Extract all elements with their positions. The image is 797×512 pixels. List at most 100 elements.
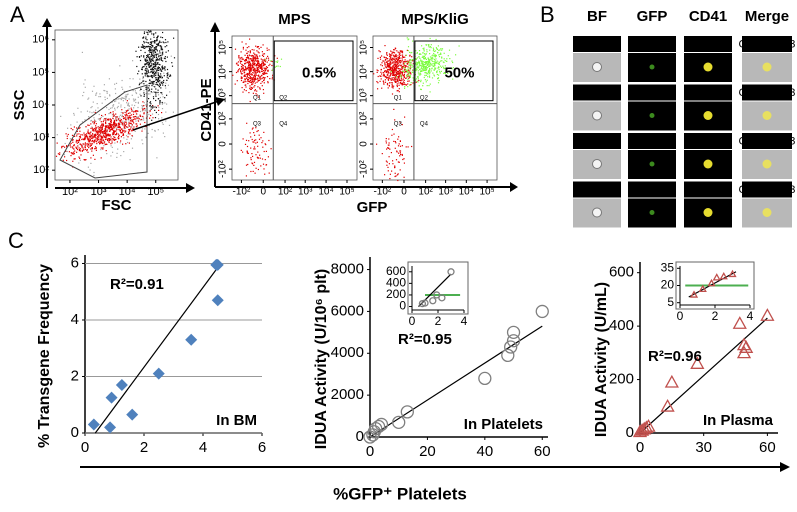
event-dot [92, 128, 93, 129]
event-dot [376, 144, 377, 145]
event-dot [145, 76, 146, 77]
event-dot [418, 78, 419, 79]
event-dot [133, 99, 134, 100]
event-dot [399, 54, 400, 55]
event-dot [102, 147, 103, 148]
event-dot [157, 92, 158, 93]
event-dot [247, 62, 248, 63]
event-dot [141, 131, 142, 132]
event-dot [254, 148, 255, 149]
event-dot [129, 98, 130, 99]
event-dot [118, 127, 119, 128]
event-dot [65, 143, 66, 144]
event-dot [165, 42, 166, 43]
event-dot [129, 112, 130, 113]
x-tick-label: 10² [418, 187, 433, 198]
event-dot [144, 96, 145, 97]
y-tick-label: 35 [661, 260, 675, 274]
event-dot [398, 63, 399, 64]
event-dot [148, 87, 149, 88]
event-dot [251, 159, 252, 160]
event-dot [437, 52, 438, 53]
event-dot [411, 56, 412, 57]
event-dot [148, 114, 149, 115]
channel-label: Ch03 [694, 182, 723, 196]
arrow-head [186, 183, 195, 193]
event-dot [396, 72, 397, 73]
event-dot [243, 59, 244, 60]
event-dot [118, 119, 119, 120]
event-dot [396, 55, 397, 56]
event-dot [144, 94, 145, 95]
event-dot [380, 64, 381, 65]
event-dot [76, 147, 77, 148]
event-dot [396, 175, 397, 176]
event-dot [109, 78, 110, 79]
event-dot [391, 135, 392, 136]
event-dot [439, 80, 440, 81]
event-dot [432, 63, 433, 64]
event-dot [385, 66, 386, 67]
cell [704, 111, 713, 120]
event-dot [160, 100, 161, 101]
event-dot [236, 63, 237, 64]
event-dot [434, 59, 435, 60]
event-dot [399, 162, 400, 163]
event-dot [439, 62, 440, 63]
event-dot [104, 130, 105, 131]
event-dot [398, 145, 399, 146]
data-point [662, 400, 674, 411]
event-dot [250, 78, 251, 79]
event-dot [69, 151, 70, 152]
event-dot [142, 66, 143, 67]
event-dot [106, 144, 107, 145]
event-dot [115, 93, 116, 94]
event-dot [437, 61, 438, 62]
event-dot [388, 148, 389, 149]
event-dot [106, 131, 107, 132]
arrow-head [780, 462, 790, 472]
event-dot [409, 80, 410, 81]
event-dot [411, 82, 412, 83]
event-dot [122, 80, 123, 81]
event-dot [158, 94, 159, 95]
event-dot [245, 59, 246, 60]
event-dot [154, 73, 155, 74]
event-dot [144, 42, 145, 43]
event-dot [449, 50, 450, 51]
event-dot [403, 158, 404, 159]
event-dot [132, 124, 133, 125]
event-dot [386, 141, 387, 142]
event-dot [74, 115, 75, 116]
event-dot [404, 80, 405, 81]
event-dot [57, 143, 58, 144]
event-dot [257, 152, 258, 153]
event-dot [153, 56, 154, 57]
event-dot [381, 78, 382, 79]
y-tick-label: 20 [661, 278, 675, 292]
event-dot [95, 125, 96, 126]
event-dot [429, 59, 430, 60]
event-dot [110, 129, 111, 130]
event-dot [150, 39, 151, 40]
data-point [734, 317, 746, 328]
event-dot [163, 124, 164, 125]
y-tick-label: 0 [359, 141, 370, 147]
event-dot [132, 60, 133, 61]
event-dot [152, 51, 153, 52]
event-dot [266, 58, 267, 59]
event-dot [151, 106, 152, 107]
event-dot [262, 51, 263, 52]
event-dot [168, 85, 169, 86]
event-dot [130, 120, 131, 121]
event-dot [165, 46, 166, 47]
event-dot [78, 157, 79, 158]
event-dot [436, 62, 437, 63]
event-dot [395, 48, 396, 49]
event-dot [136, 66, 137, 67]
event-dot [426, 63, 427, 64]
event-dot [94, 122, 95, 123]
event-dot [151, 56, 152, 57]
event-dot [103, 125, 104, 126]
event-dot [157, 54, 158, 55]
